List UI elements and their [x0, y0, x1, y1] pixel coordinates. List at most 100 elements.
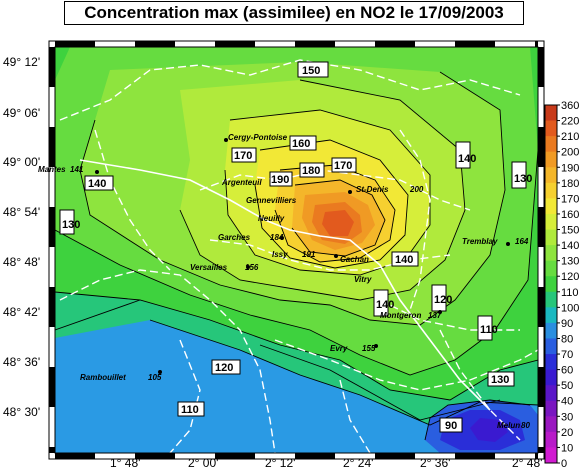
isoline-labels: 150 160 170 170 180 190 140 140 130 130 … — [59, 61, 532, 433]
city-label: St-Denis — [356, 185, 389, 194]
y-tick-label: 48° 48' — [3, 255, 40, 269]
frame-check — [55, 453, 95, 459]
colorbar-cell — [545, 354, 557, 371]
colorbar-label: 110 — [561, 287, 579, 299]
frame-check — [455, 41, 495, 47]
isoline-label: 110 — [477, 315, 498, 341]
svg-text:190: 190 — [271, 174, 289, 186]
city-label: Tremblay — [462, 237, 498, 246]
city-marker — [334, 254, 338, 258]
city-value: 155 — [362, 344, 376, 353]
svg-text:130: 130 — [514, 173, 532, 185]
colorbar-label: 180 — [561, 178, 579, 190]
colorbar-label: 120 — [561, 271, 579, 283]
frame-check — [49, 207, 55, 247]
isoline-label: 90 — [439, 417, 463, 433]
svg-text:170: 170 — [234, 150, 252, 162]
colorbar-cell — [545, 447, 557, 464]
frame-check — [535, 41, 538, 47]
city-marker — [95, 170, 99, 174]
svg-text:140: 140 — [88, 178, 106, 190]
colorbar-cell — [545, 276, 557, 293]
colorbar-label: 50 — [561, 380, 573, 392]
isoline-label: 110 — [177, 401, 205, 417]
frame-check — [295, 41, 335, 47]
isoline-label: 140 — [455, 141, 476, 169]
isoline-label: 120 — [211, 359, 241, 375]
frame-check — [538, 207, 544, 247]
city-marker — [438, 310, 442, 314]
city-label: Garches — [218, 233, 251, 242]
colorbar-cell — [545, 400, 557, 417]
city-value: 164 — [515, 237, 529, 246]
isoline-label: 130 — [511, 161, 532, 189]
colorbar-label: 140 — [561, 240, 579, 252]
city-label: Cergy-Pontoise — [228, 133, 288, 142]
svg-text:150: 150 — [302, 65, 320, 77]
colorbar-label: 170 — [561, 193, 579, 205]
x-axis-labels: 1° 48' 2° 00' 2° 12' 2° 24' 2° 36' 2° 48… — [110, 456, 542, 470]
zone-melun-70 — [470, 418, 508, 442]
colorbar-cell — [545, 198, 557, 215]
city-label: Montgeron — [380, 311, 421, 320]
x-tick-label: 1° 48' — [110, 456, 140, 470]
city-label: Evry — [330, 344, 348, 353]
x-tick-label: 2° 12' — [265, 456, 295, 470]
y-tick-label: 49° 00' — [3, 155, 40, 169]
colorbar-label: 80 — [561, 333, 573, 345]
colorbar-cell — [545, 136, 557, 153]
city-value: 200 — [409, 185, 424, 194]
colorbar-cell — [545, 213, 557, 231]
isoline-label: 180 — [299, 162, 325, 178]
city-value: 156 — [245, 263, 259, 272]
city-label: Rambouillet — [80, 373, 126, 382]
frame-check — [49, 127, 55, 167]
svg-text:160: 160 — [292, 138, 310, 150]
isoline-label: 140 — [391, 251, 419, 267]
colorbar-label: 70 — [561, 349, 573, 361]
y-tick-label: 48° 30' — [3, 405, 40, 419]
svg-text:90: 90 — [445, 420, 457, 432]
colorbar-cell — [545, 229, 557, 246]
frame-check — [535, 453, 538, 459]
colorbar-label: 150 — [561, 225, 579, 237]
frame-check — [375, 41, 415, 47]
city-value: 105 — [148, 373, 162, 382]
svg-text:140: 140 — [376, 299, 394, 311]
colorbar: 3602202102001901801701601501401301201101… — [544, 100, 579, 470]
colorbar-cell — [545, 338, 557, 355]
svg-text:130: 130 — [491, 374, 509, 386]
colorbar-cell — [545, 120, 557, 137]
frame-check — [215, 41, 255, 47]
colorbar-label: 220 — [561, 116, 579, 128]
city-label: Argenteuil — [221, 178, 262, 187]
map-title: Concentration max (assimilee) en NO2 le … — [64, 1, 524, 25]
x-tick-label: 2° 48' — [512, 456, 542, 470]
frame-check — [538, 127, 544, 167]
colorbar-cell — [545, 167, 557, 184]
y-tick-label: 49° 12' — [3, 55, 40, 69]
frame-check — [135, 41, 175, 47]
frame-check — [49, 447, 55, 453]
isoline-label: 130 — [487, 371, 515, 387]
city-value: 184 — [270, 233, 284, 242]
river-seine — [79, 159, 491, 411]
frame-check — [538, 47, 544, 87]
city-value: 137 — [428, 311, 442, 320]
isoline-label: 150 — [297, 61, 329, 78]
colorbar-label: 20 — [561, 427, 573, 439]
colorbar-cell — [545, 245, 557, 262]
city-marker — [374, 344, 378, 348]
city-marker — [348, 190, 352, 194]
frame-check — [49, 47, 55, 87]
frame-check — [49, 287, 55, 327]
svg-text:140: 140 — [458, 153, 476, 165]
colorbar-cell — [545, 431, 557, 448]
isoline-label: 190 — [269, 171, 293, 187]
y-tick-label: 49° 06' — [3, 106, 40, 120]
city-value: 141 — [70, 165, 84, 174]
isoline-label: 140 — [373, 289, 394, 317]
colorbar-label: 30 — [561, 411, 573, 423]
city-marker — [224, 138, 228, 142]
svg-text:180: 180 — [302, 165, 320, 177]
